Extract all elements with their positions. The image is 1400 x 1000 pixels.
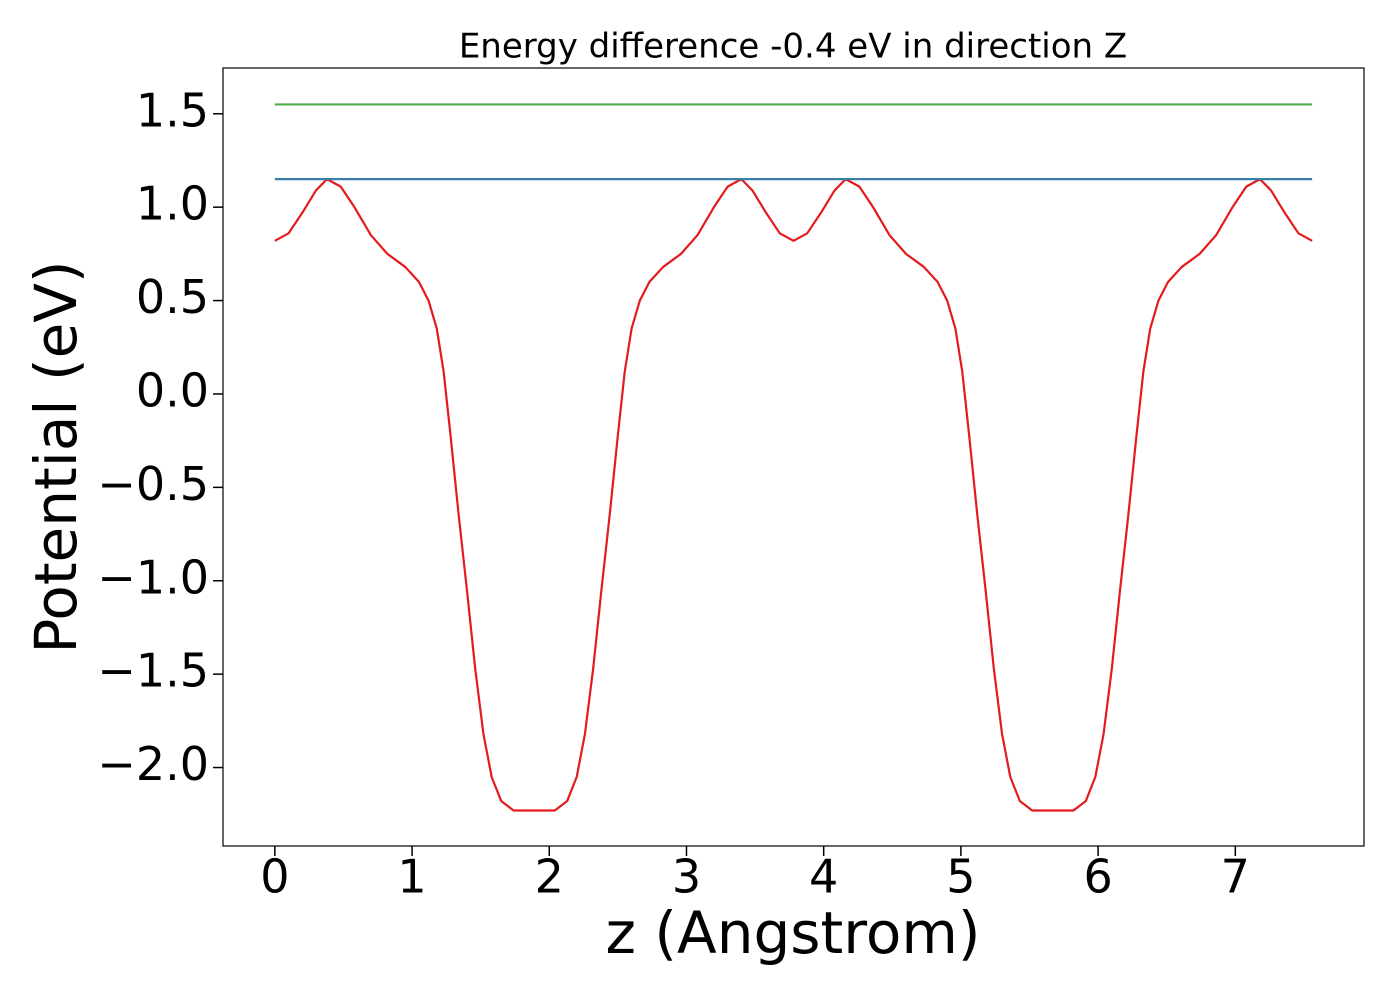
- y-tick-label: −2.0: [97, 737, 209, 791]
- x-tick-label: 7: [1221, 850, 1250, 904]
- y-axis-label: Potential (eV): [22, 260, 90, 653]
- y-tick-label: −0.5: [97, 457, 209, 511]
- y-tick-label: 1.5: [136, 83, 209, 137]
- plot-frame: [222, 67, 1365, 847]
- y-tick-label: −1.0: [97, 550, 209, 604]
- x-tick-label: 0: [260, 850, 289, 904]
- chart-title: Energy difference -0.4 eV in direction Z: [459, 27, 1127, 67]
- y-tick-label: −1.5: [97, 644, 209, 698]
- y-tick-label: 1.0: [136, 177, 209, 231]
- x-tick-label: 4: [809, 850, 838, 904]
- y-tick-label: 0.0: [136, 363, 209, 417]
- x-tick-label: 5: [946, 850, 975, 904]
- line-series: [274, 178, 1313, 812]
- x-tick-label: 2: [535, 850, 564, 904]
- y-tick-label: 0.5: [136, 270, 209, 324]
- x-tick-label: 3: [672, 850, 701, 904]
- x-tick-label: 1: [397, 850, 426, 904]
- x-axis-label: z (Angstrom): [606, 899, 981, 967]
- x-tick-label: 6: [1083, 850, 1112, 904]
